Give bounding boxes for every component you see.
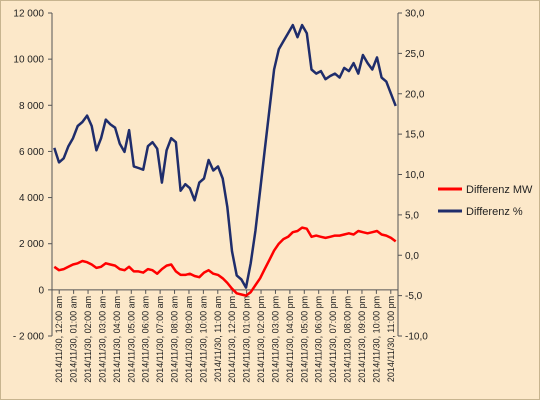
x-tick-label: 2014/11/30, 05:00 pm [299, 296, 309, 383]
right-tick-label: -10,0 [405, 332, 428, 343]
x-tick-label: 2014/11/30, 10:00 am [198, 296, 208, 383]
right-tick-label: 5,0 [405, 210, 419, 221]
x-tick-label: 2014/11/30, 01:00 am [69, 296, 79, 383]
x-tick-label: 2014/11/30, 10:00 pm [371, 296, 381, 383]
right-tick-label: -5,0 [405, 291, 423, 302]
x-tick-label: 2014/11/30, 06:00 am [141, 296, 151, 383]
right-tick-label: 0,0 [405, 251, 419, 262]
x-tick-label: 2014/11/30, 03:00 pm [270, 296, 280, 383]
right-tick-label: 20,0 [405, 89, 425, 100]
left-tick-label: 10 000 [13, 55, 44, 66]
series-line-0 [53, 226, 397, 297]
x-tick-label: 2014/11/30, 05:00 am [126, 296, 136, 383]
left-tick-label: 2 000 [19, 239, 44, 250]
x-tick-label: 2014/11/30, 03:00 am [97, 296, 107, 383]
x-tick-label: 2014/11/30, 12:00 pm [227, 296, 237, 383]
series-group [53, 23, 397, 297]
x-tick-label: 2014/11/30, 08:00 am [170, 296, 180, 383]
left-y-axis: - 2 000 0 2 000 4 000 6 000 8 000 10 000 12 000 [13, 9, 53, 343]
x-tick-label: 2014/11/30, 07:00 am [155, 296, 165, 383]
x-tick-label: 2014/11/30, 08:00 pm [343, 296, 353, 383]
x-tick-label: 2014/11/30, 06:00 pm [314, 296, 324, 383]
left-tick-label: 12 000 [13, 9, 44, 20]
left-tick-label: 8 000 [19, 101, 44, 112]
x-tick-label: 2014/11/30, 04:00 pm [285, 296, 295, 383]
x-tick-label: 2014/11/30, 07:00 pm [328, 296, 338, 383]
right-tick-label: 30,0 [405, 9, 425, 20]
x-tick-label: 2014/11/30, 11:00 am [213, 296, 223, 382]
left-tick-label: 0 [38, 285, 44, 296]
right-tick-label: 10,0 [405, 170, 425, 181]
plot-area [52, 13, 398, 336]
right-tick-label: 25,0 [405, 49, 425, 60]
right-y-axis: -10,0 -5,0 0,0 5,0 10,0 15,0 20,0 25,0 30,0 [397, 9, 428, 343]
x-tick-label: 2014/11/30, 09:00 am [184, 296, 194, 383]
left-tick-label: - 2 000 [13, 332, 45, 343]
left-tick-label: 4 000 [19, 193, 44, 204]
series-line-1 [53, 23, 397, 289]
left-tick-label: 6 000 [19, 147, 44, 158]
legend-label: Differenz MW [466, 184, 533, 196]
legend: Differenz MW Differenz % [438, 184, 533, 218]
x-tick-label: 2014/11/30, 12:00 am [54, 296, 64, 383]
x-tick-label: 2014/11/30, 09:00 pm [357, 296, 367, 383]
right-tick-label: 15,0 [405, 130, 425, 141]
x-tick-label: 2014/11/30, 04:00 am [112, 296, 122, 383]
legend-label: Differenz % [466, 206, 523, 218]
x-tick-label: 2014/11/30, 01:00 pm [242, 296, 252, 383]
x-tick-label: 2014/11/30, 02:00 pm [256, 296, 266, 383]
x-tick-label: 2014/11/30, 11:00 pm [386, 296, 396, 382]
x-axis: 2014/11/30, 12:00 am 2014/11/30, 01:00 am… [52, 289, 398, 383]
x-tick-label: 2014/11/30, 02:00 am [83, 296, 93, 383]
